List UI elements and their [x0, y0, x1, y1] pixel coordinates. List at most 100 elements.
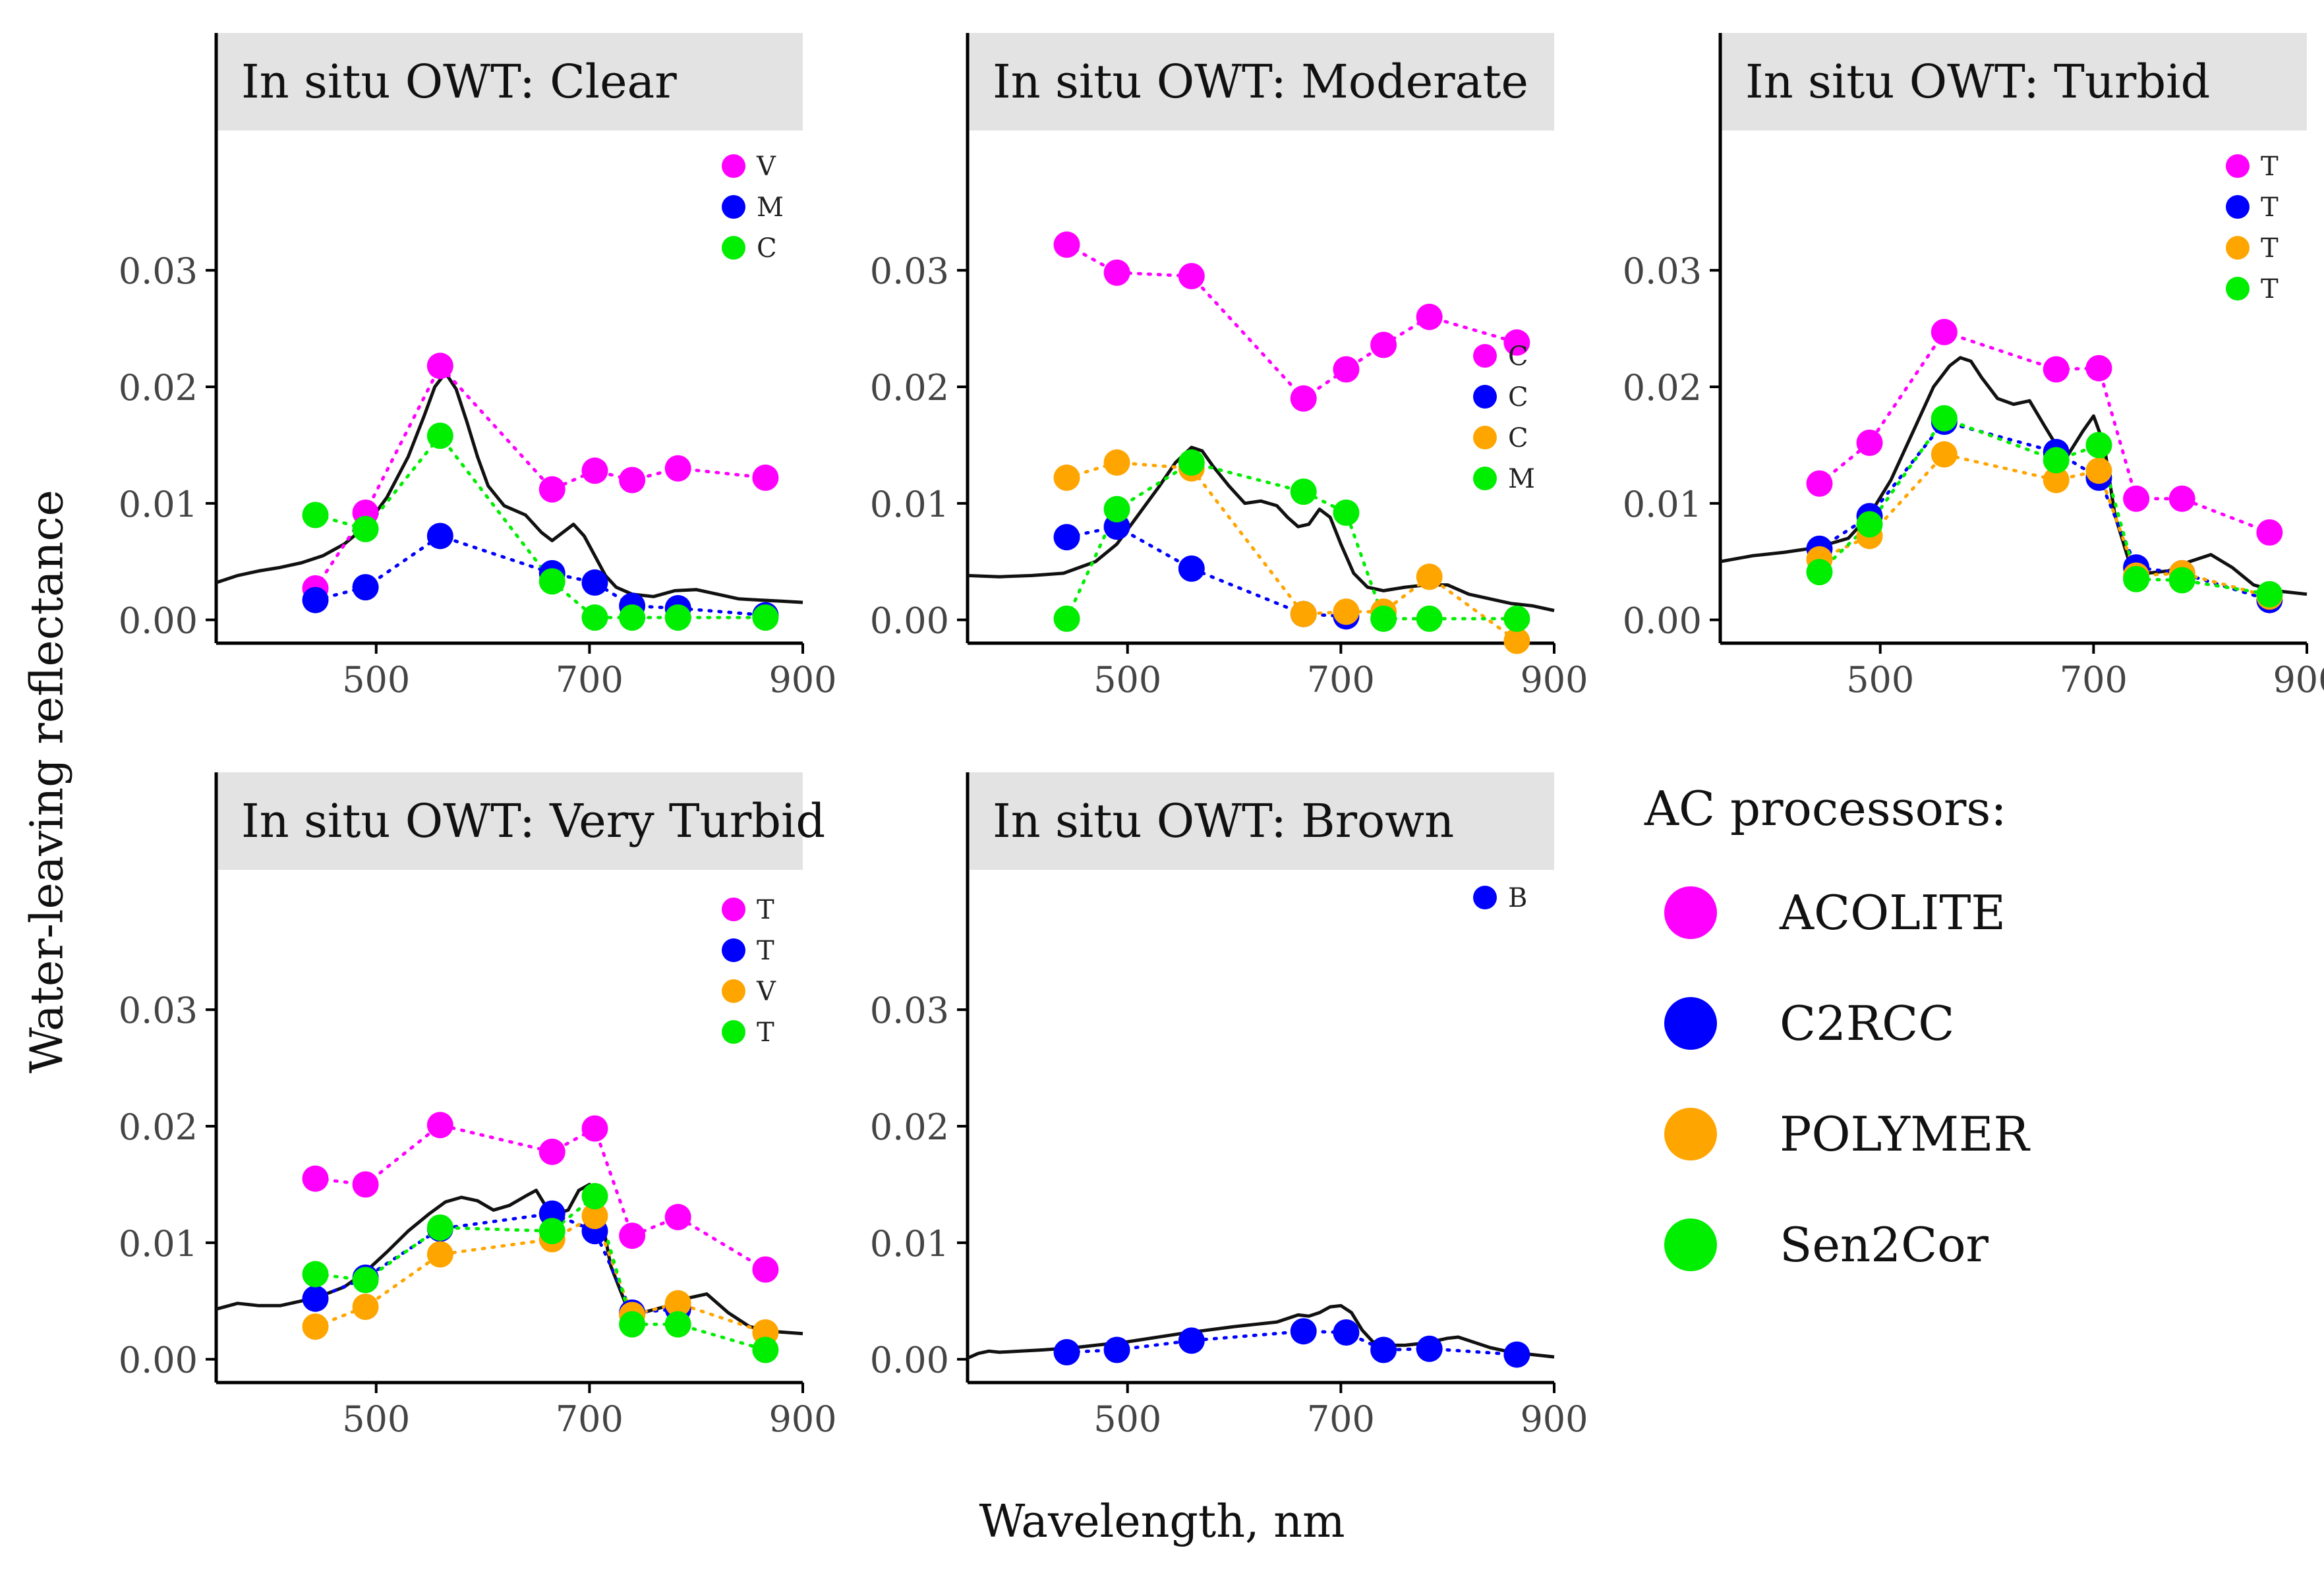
data-point-acolite: [1370, 331, 1397, 358]
point-label-text: T: [2261, 152, 2279, 182]
data-point-sen2cor: [538, 1218, 566, 1245]
data-point-sen2cor: [2123, 565, 2150, 592]
x-tick-label: 700: [2060, 659, 2128, 701]
data-point-c2rcc: [1370, 1336, 1397, 1363]
data-point-acolite: [1806, 470, 1833, 497]
data-point-c2rcc: [1053, 524, 1080, 551]
data-point-acolite: [619, 1222, 646, 1249]
data-point-acolite: [1416, 303, 1443, 330]
x-tick-label: 500: [1093, 1398, 1161, 1440]
data-point-sen2cor: [1178, 449, 1205, 476]
data-point-c2rcc: [1103, 1336, 1130, 1363]
y-tick-label: 0.01: [870, 1223, 949, 1265]
legend-key-c2rcc: [1664, 997, 1717, 1050]
point-label-key: [1473, 385, 1497, 409]
data-point-acolite: [1333, 356, 1360, 383]
x-tick-label: 700: [1307, 1398, 1375, 1440]
point-label-text: C: [1508, 423, 1528, 453]
point-label-key: [722, 979, 745, 1003]
legend-title: AC processors:: [1644, 781, 2007, 836]
data-point-sen2cor: [538, 568, 566, 595]
point-label-text: C: [1508, 382, 1528, 413]
point-label-key: [722, 195, 745, 219]
data-point-sen2cor: [2256, 581, 2283, 608]
point-label-text: T: [2261, 233, 2279, 264]
data-point-acolite: [1503, 329, 1530, 356]
legend-key-acolite: [1664, 886, 1717, 939]
data-point-sen2cor: [2085, 432, 2112, 459]
data-point-c2rcc: [581, 569, 608, 596]
point-label-text: V: [756, 152, 776, 182]
panel-moderate: In situ OWT: Moderate 0.00 0.01 0.02 0.03 500…: [870, 33, 1588, 701]
data-point-acolite: [619, 467, 646, 494]
point-label-key: [722, 236, 745, 260]
panel-turbid: In situ OWT: Turbid 0.00 0.01 0.02 0.03 500 70…: [1623, 33, 2324, 701]
point-label-key: [722, 154, 745, 178]
data-point-acolite: [1290, 385, 1317, 412]
panel-brown: In situ OWT: Brown 0.00 0.01 0.02 0.03 500 700…: [870, 772, 1588, 1440]
data-point-sen2cor: [752, 1336, 779, 1363]
point-label-key: [722, 938, 745, 962]
x-tick-label: 900: [769, 659, 836, 701]
point-label-key: [2226, 154, 2250, 178]
data-point-sen2cor: [426, 422, 453, 449]
x-tick-label: 700: [556, 659, 624, 701]
data-point-polymer: [664, 1290, 691, 1317]
legend-label-c2rcc: C2RCC: [1780, 996, 1955, 1051]
panel-strip: [968, 772, 1554, 870]
y-tick-label: 0.01: [119, 1223, 198, 1265]
data-point-acolite: [1103, 259, 1130, 286]
data-point-acolite: [2168, 485, 2195, 512]
legend-item-polymer: POLYMER: [1644, 1095, 2238, 1174]
data-point-sen2cor: [2043, 447, 2070, 474]
point-label-key: [2226, 195, 2250, 219]
data-point-sen2cor: [1333, 499, 1360, 526]
point-label-key: [1473, 426, 1497, 449]
legend: AC processors: ACOLITE C2RCC POLYMER Sen…: [1644, 781, 2238, 1308]
data-point-acolite: [1053, 231, 1080, 258]
data-point-sen2cor: [352, 1267, 379, 1294]
y-tick-label: 0.02: [870, 1106, 949, 1148]
point-label-key: [722, 1020, 745, 1044]
y-tick-label: 0.03: [870, 990, 949, 1031]
y-axis-title: Water-leaving reflectance: [21, 490, 74, 1073]
x-tick-label: 500: [1093, 659, 1161, 701]
y-tick-label: 0.03: [119, 250, 198, 292]
series-line-sen2cor: [1818, 416, 2271, 596]
series-line-polymer: [314, 1213, 767, 1334]
data-point-sen2cor: [581, 1183, 608, 1210]
data-point-c2rcc: [1416, 1335, 1443, 1362]
data-point-acolite: [752, 1256, 779, 1283]
point-label-key: [1473, 886, 1497, 909]
x-tick-label: 900: [1520, 1398, 1588, 1440]
data-point-polymer: [2085, 457, 2112, 484]
data-point-sen2cor: [664, 604, 691, 631]
point-label-text: C: [757, 233, 777, 264]
data-point-acolite: [426, 1112, 453, 1139]
point-label-text: M: [1508, 464, 1535, 494]
y-tick-label: 0.02: [119, 1106, 198, 1148]
data-point-sen2cor: [1290, 478, 1317, 505]
data-point-sen2cor: [1856, 511, 1883, 538]
data-point-sen2cor: [1806, 559, 1833, 586]
data-point-sen2cor: [619, 1311, 646, 1338]
data-point-c2rcc: [302, 586, 329, 614]
point-label-key: [2226, 236, 2250, 260]
data-point-sen2cor: [581, 604, 608, 631]
in-situ-spectrum-line: [216, 1182, 803, 1336]
data-point-acolite: [426, 353, 453, 380]
data-point-acolite: [2123, 485, 2150, 512]
data-point-c2rcc: [1178, 1327, 1205, 1354]
data-point-sen2cor: [1503, 605, 1530, 632]
y-tick-label: 0.00: [119, 600, 198, 642]
point-label-text: T: [757, 895, 774, 925]
data-point-acolite: [538, 476, 566, 503]
point-label-text: T: [757, 1017, 774, 1048]
y-tick-label: 0.00: [1623, 600, 1702, 642]
data-point-polymer: [426, 1241, 453, 1268]
panel-strip: [216, 33, 803, 130]
series-line-acolite: [1065, 243, 1519, 401]
data-point-acolite: [1856, 429, 1883, 456]
point-label-key: [2226, 277, 2250, 300]
